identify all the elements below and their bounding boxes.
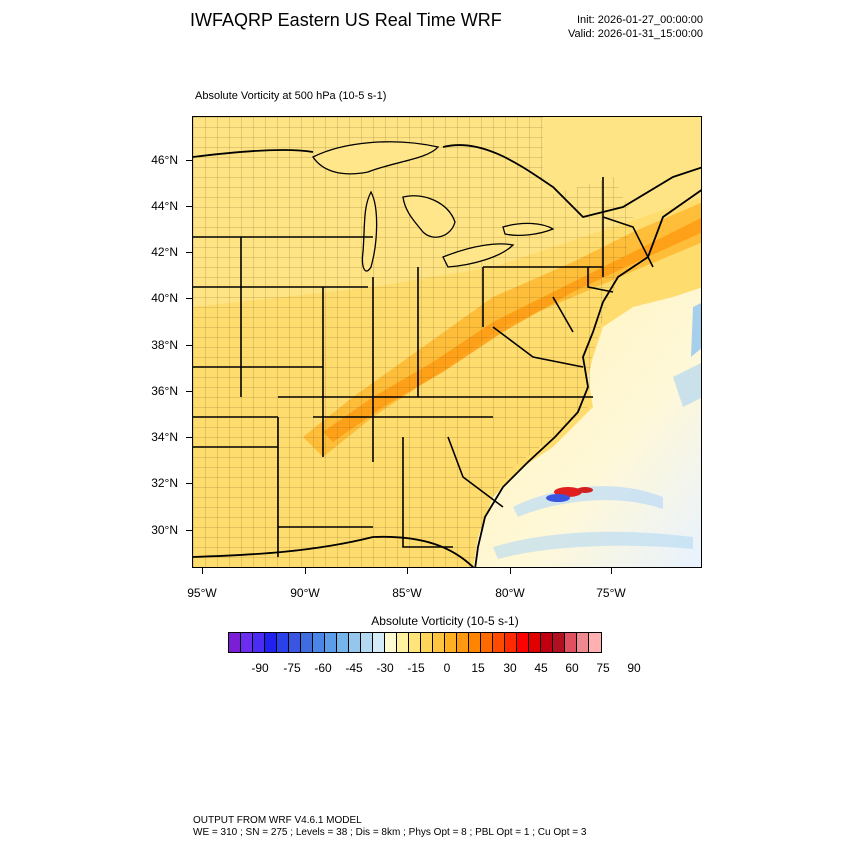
- colorbar-swatch: [541, 633, 553, 652]
- colorbar-label: 45: [534, 661, 548, 675]
- colorbar-swatch: [301, 633, 313, 652]
- colorbar-swatch: [325, 633, 337, 652]
- lat-label-46n: 46°N: [151, 153, 178, 167]
- lat-tick: [186, 530, 192, 531]
- state-borders: [193, 177, 654, 557]
- colorbar-swatch: [313, 633, 325, 652]
- lake-michigan: [361, 190, 378, 272]
- canada-border: [193, 144, 701, 218]
- lon-label-80w: 80°W: [495, 586, 525, 600]
- colorbar-swatch: [565, 633, 577, 652]
- lat-tick: [186, 391, 192, 392]
- colorbar-swatch: [421, 633, 433, 652]
- lon-label-95w: 95°W: [187, 586, 217, 600]
- lat-tick: [186, 206, 192, 207]
- colorbar-label: 30: [503, 661, 517, 675]
- valid-time: Valid: 2026-01-31_15:00:00: [568, 28, 703, 40]
- colorbar-label: -30: [376, 661, 394, 675]
- colorbar-label: -60: [314, 661, 332, 675]
- lake-ontario: [502, 222, 555, 236]
- colorbar-swatch: [253, 633, 265, 652]
- colorbar-swatch: [337, 633, 349, 652]
- colorbar-label: 75: [596, 661, 610, 675]
- colorbar-swatch: [229, 633, 241, 652]
- lat-label-38n: 38°N: [151, 338, 178, 352]
- lon-label-75w: 75°W: [596, 586, 626, 600]
- ocean-blue-streak-1: [691, 303, 701, 357]
- ocean-blue-streak-2: [673, 363, 701, 407]
- plot-title: Absolute Vorticity at 500 hPa (10-5 s-1): [195, 90, 387, 102]
- gulf-coast: [193, 535, 475, 567]
- footer-model-line: OUTPUT FROM WRF V4.6.1 MODEL: [193, 815, 362, 826]
- colorbar-swatch: [553, 633, 565, 652]
- colorbar-label: 90: [627, 661, 641, 675]
- lat-tick: [186, 160, 192, 161]
- vorticity-map: [193, 117, 701, 567]
- colorbar: [228, 632, 602, 653]
- lake-superior: [312, 141, 440, 175]
- lat-tick: [186, 483, 192, 484]
- lat-tick: [186, 345, 192, 346]
- colorbar-label: -45: [345, 661, 363, 675]
- footer-config-line: WE = 310 ; SN = 275 ; Levels = 38 ; Dis …: [193, 827, 587, 838]
- lon-tick: [611, 568, 612, 574]
- lat-label-36n: 36°N: [151, 384, 178, 398]
- lat-label-40n: 40°N: [151, 291, 178, 305]
- colorbar-swatch: [505, 633, 517, 652]
- lake-erie: [442, 243, 515, 268]
- lat-label-42n: 42°N: [151, 245, 178, 259]
- lon-tick: [407, 568, 408, 574]
- colorbar-swatch: [361, 633, 373, 652]
- lon-tick: [202, 568, 203, 574]
- colorbar-label: 60: [565, 661, 579, 675]
- lat-label-30n: 30°N: [151, 523, 178, 537]
- colorbar-title: Absolute Vorticity (10-5 s-1): [371, 614, 519, 628]
- lon-label-90w: 90°W: [290, 586, 320, 600]
- lon-tick: [305, 568, 306, 574]
- colorbar-swatch: [397, 633, 409, 652]
- colorbar-swatch: [481, 633, 493, 652]
- colorbar-swatch: [349, 633, 361, 652]
- map-frame: [192, 116, 702, 568]
- colorbar-swatch: [289, 633, 301, 652]
- colorbar-swatch: [457, 633, 469, 652]
- colorbar-swatch: [373, 633, 385, 652]
- colorbar-label: -75: [283, 661, 301, 675]
- colorbar-label: 15: [471, 661, 485, 675]
- colorbar-label: -90: [251, 661, 269, 675]
- init-valid-block: Init: 2026-01-27_00:00:00 Valid: 2026-01…: [540, 13, 703, 41]
- colorbar-swatch: [433, 633, 445, 652]
- colorbar-label: 0: [443, 661, 451, 675]
- footer: OUTPUT FROM WRF V4.6.1 MODEL WE = 310 ; …: [193, 815, 586, 839]
- lat-tick: [186, 252, 192, 253]
- lat-label-44n: 44°N: [151, 199, 178, 213]
- lon-tick: [510, 568, 511, 574]
- init-time: Init: 2026-01-27_00:00:00: [577, 14, 703, 26]
- colorbar-swatch: [277, 633, 289, 652]
- colorbar-swatch: [409, 633, 421, 652]
- lake-huron: [402, 195, 456, 238]
- colorbar-swatch: [469, 633, 481, 652]
- colorbar-swatch: [445, 633, 457, 652]
- colorbar-swatch: [493, 633, 505, 652]
- lat-tick: [186, 437, 192, 438]
- colorbar-swatch: [385, 633, 397, 652]
- colorbar-label: -15: [407, 661, 425, 675]
- main-title: IWFAQRP Eastern US Real Time WRF: [190, 10, 502, 30]
- lat-tick: [186, 298, 192, 299]
- colorbar-swatch: [517, 633, 529, 652]
- colorbar-swatch: [589, 633, 601, 652]
- colorbar-swatch: [577, 633, 589, 652]
- colorbar-swatch: [529, 633, 541, 652]
- lat-label-32n: 32°N: [151, 476, 178, 490]
- ocean-blue-streak-3: [513, 486, 663, 517]
- colorbar-swatch: [265, 633, 277, 652]
- lat-label-34n: 34°N: [151, 430, 178, 444]
- vort-couplet-blue: [546, 494, 570, 502]
- ocean-blue-streak-4: [493, 531, 693, 559]
- colorbar-swatch: [241, 633, 253, 652]
- coastline: [474, 189, 701, 567]
- vort-couplet-red-2: [577, 487, 593, 493]
- lon-label-85w: 85°W: [392, 586, 422, 600]
